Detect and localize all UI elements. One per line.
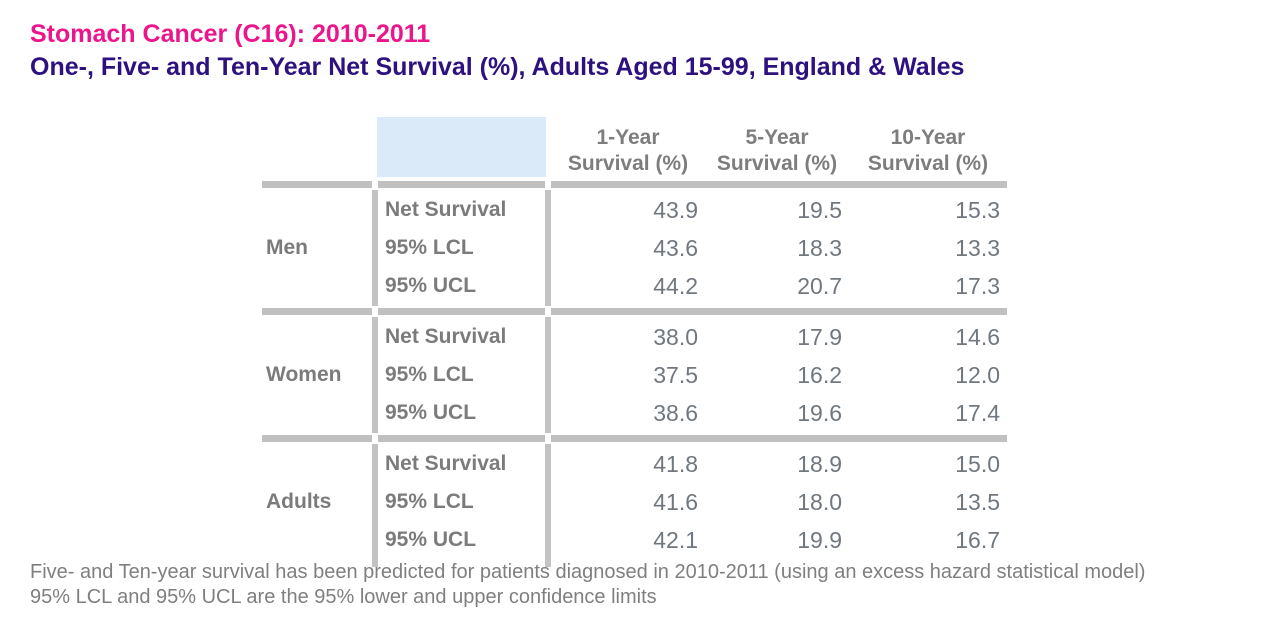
column-header-line1: 10-Year <box>890 126 966 149</box>
table-cell: 12.0 <box>955 362 1000 388</box>
group-label-adults: Adults <box>266 490 332 513</box>
vertical-divider <box>545 444 551 567</box>
table-header-row: 1-Year Survival (%) 5-Year Survival (%) … <box>262 117 1007 181</box>
footnotes: Five- and Ten-year survival has been pre… <box>30 560 1145 610</box>
table-section-men: Men Net Survival 43.9 19.5 15.3 95% LCL … <box>262 188 1007 308</box>
table-cell: 42.1 <box>653 527 698 553</box>
row-label: 95% UCL <box>385 274 477 297</box>
table-cell: 20.7 <box>797 273 842 299</box>
column-header-1-year: 1-Year Survival (%) <box>551 125 705 181</box>
column-header-line1: 1-Year <box>596 126 660 149</box>
page-title: Stomach Cancer (C16): 2010-2011 <box>30 20 431 48</box>
row-label: 95% UCL <box>385 401 477 424</box>
column-header-5-year: 5-Year Survival (%) <box>705 125 849 181</box>
table-section-adults: Adults Net Survival 41.8 18.9 15.0 95% L… <box>262 442 1007 569</box>
table-cell: 18.3 <box>797 235 842 261</box>
footnote-line-2: 95% LCL and 95% UCL are the 95% lower an… <box>30 586 657 608</box>
table-cell: 17.3 <box>955 273 1000 299</box>
table-section-women: Women Net Survival 38.0 17.9 14.6 95% LC… <box>262 315 1007 435</box>
column-header-line2: Survival (%) <box>867 152 989 175</box>
vertical-divider <box>372 317 378 433</box>
survival-table: 1-Year Survival (%) 5-Year Survival (%) … <box>262 117 1007 569</box>
table-cell: 16.2 <box>797 362 842 388</box>
table-cell: 17.9 <box>797 324 842 350</box>
row-label: 95% LCL <box>385 490 474 513</box>
column-header-line2: Survival (%) <box>567 152 689 175</box>
table-cell: 43.6 <box>653 235 698 261</box>
horizontal-divider <box>262 435 1007 442</box>
table-cell: 38.6 <box>653 400 698 426</box>
table-cell: 43.9 <box>653 197 698 223</box>
table-cell: 44.2 <box>653 273 698 299</box>
table-cell: 15.0 <box>955 451 1000 477</box>
horizontal-divider <box>262 181 1007 188</box>
table-cell: 14.6 <box>955 324 1000 350</box>
row-label: Net Survival <box>385 325 507 348</box>
table-cell: 19.5 <box>797 197 842 223</box>
column-header-line2: Survival (%) <box>716 152 838 175</box>
table-cell: 41.8 <box>653 451 698 477</box>
table-cell: 38.0 <box>653 324 698 350</box>
header-corner-cell <box>377 117 546 177</box>
table-cell: 16.7 <box>955 527 1000 553</box>
row-label: 95% LCL <box>385 236 474 259</box>
group-label-women: Women <box>266 363 342 386</box>
vertical-divider <box>545 190 551 306</box>
table-cell: 41.6 <box>653 489 698 515</box>
table-cell: 18.9 <box>797 451 842 477</box>
table-cell: 19.6 <box>797 400 842 426</box>
row-label: 95% LCL <box>385 363 474 386</box>
page-subtitle: One-, Five- and Ten-Year Net Survival (%… <box>30 53 965 81</box>
vertical-divider <box>372 444 378 567</box>
vertical-divider <box>545 317 551 433</box>
horizontal-divider <box>262 308 1007 315</box>
table-cell: 19.9 <box>797 527 842 553</box>
row-label: Net Survival <box>385 452 507 475</box>
table-cell: 13.3 <box>955 235 1000 261</box>
row-label: 95% UCL <box>385 528 477 551</box>
vertical-divider <box>372 190 378 306</box>
column-header-line1: 5-Year <box>745 126 809 149</box>
table-cell: 13.5 <box>955 489 1000 515</box>
group-label-men: Men <box>266 236 308 259</box>
row-label: Net Survival <box>385 198 507 221</box>
table-cell: 15.3 <box>955 197 1000 223</box>
table-cell: 18.0 <box>797 489 842 515</box>
footnote-line-1: Five- and Ten-year survival has been pre… <box>30 561 1146 583</box>
table-cell: 37.5 <box>653 362 698 388</box>
column-header-10-year: 10-Year Survival (%) <box>849 125 1007 181</box>
table-cell: 17.4 <box>955 400 1000 426</box>
